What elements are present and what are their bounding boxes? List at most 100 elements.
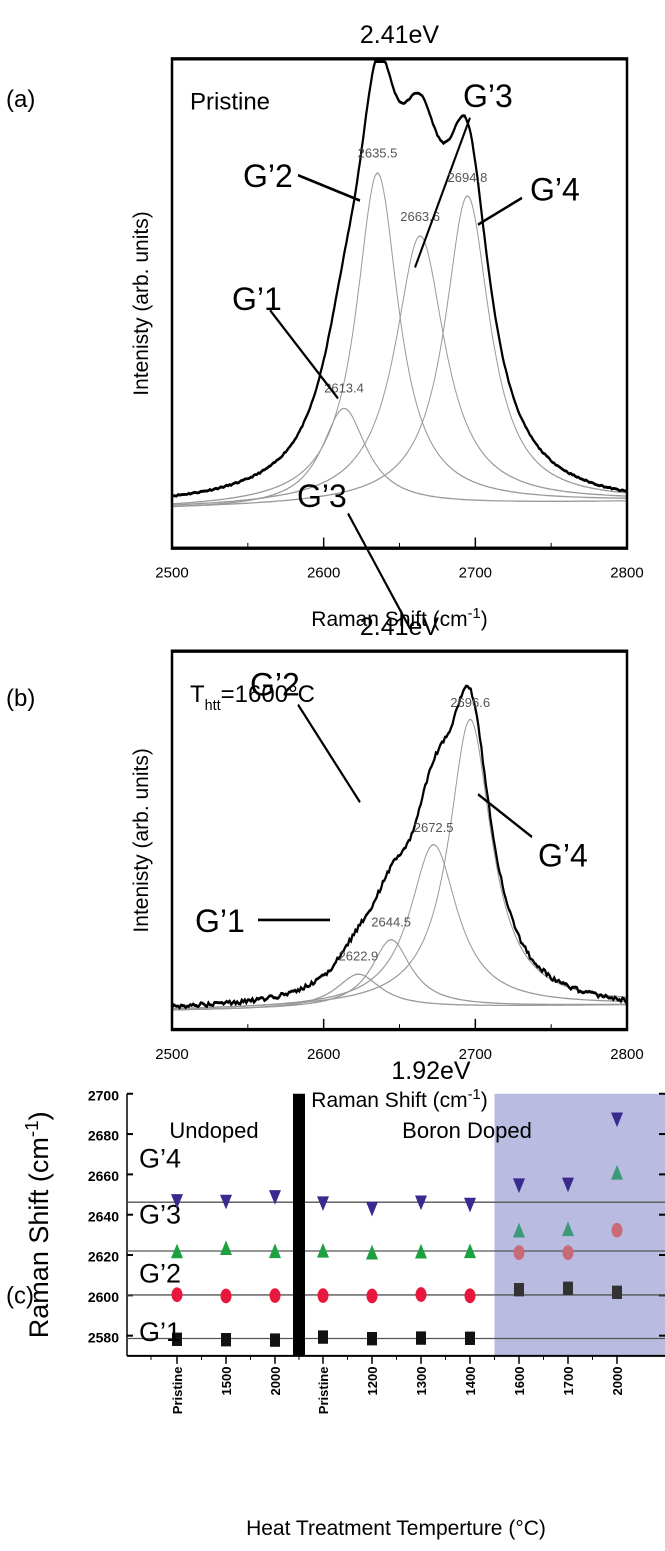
y-tick-label: 2660 — [88, 1168, 119, 1184]
peak-name-label: G’2 — [243, 158, 293, 194]
leader-line — [297, 173, 361, 202]
marker-g3 — [171, 1243, 183, 1259]
x-tick-label: 2700 — [459, 1046, 492, 1063]
boron-doped-high-temp-region — [494, 1093, 665, 1356]
marker-g3 — [269, 1243, 281, 1259]
leader-line — [477, 196, 523, 226]
marker-g1 — [172, 1332, 182, 1346]
panel-label: (a) — [6, 86, 35, 113]
component-curve-4 — [171, 195, 628, 508]
y-axis-label: Raman Shift (cm-1) — [22, 1111, 54, 1338]
chart-title: 1.92eV — [391, 1057, 471, 1085]
peak-value-label: 2622.9 — [339, 949, 379, 964]
y-tick-label: 2580 — [88, 1329, 119, 1345]
envelope-curve — [171, 684, 628, 1010]
marker-g1 — [612, 1285, 622, 1300]
x-tick-label: Pristine — [170, 1367, 185, 1415]
peak-value-label: 2644.5 — [371, 914, 411, 929]
marker-g1 — [563, 1281, 573, 1295]
x-tick-label: 1400 — [463, 1367, 478, 1396]
peak-name-label: G’4 — [530, 172, 580, 208]
marker-g4 — [464, 1197, 476, 1213]
x-tick-label: Pristine — [316, 1367, 331, 1415]
marker-g1 — [514, 1283, 524, 1297]
marker-g1 — [367, 1331, 377, 1346]
marker-g4 — [269, 1190, 281, 1205]
marker-g2 — [464, 1288, 476, 1304]
leader-line — [477, 793, 533, 839]
marker-g2 — [513, 1245, 525, 1260]
marker-g4 — [562, 1177, 574, 1193]
peak-value-label: 2672.5 — [414, 820, 454, 835]
peak-name-label: G’1 — [195, 903, 245, 939]
peak-name-label: G’2 — [250, 666, 300, 702]
marker-g1 — [318, 1330, 328, 1344]
y-tick-label: 2600 — [88, 1289, 119, 1305]
marker-g4 — [513, 1178, 525, 1194]
x-tick-label: 2000 — [268, 1367, 283, 1396]
y-axis-label: Intenisty (arb. units) — [130, 211, 153, 395]
marker-g4 — [171, 1194, 183, 1209]
component-curve-1 — [172, 407, 627, 508]
x-axis-label: Raman Shift (cm-1) — [311, 606, 487, 631]
marker-g3 — [366, 1244, 378, 1260]
component-curve-2 — [172, 939, 627, 1011]
component-curve-2 — [171, 172, 627, 505]
marker-g2 — [366, 1288, 378, 1304]
y-tick-label: 2680 — [88, 1128, 119, 1144]
undoped-doped-separator — [293, 1093, 305, 1356]
marker-g2 — [317, 1288, 329, 1303]
marker-g2 — [562, 1245, 574, 1260]
peak-value-label: 2663.6 — [400, 209, 440, 224]
marker-g2 — [171, 1287, 183, 1303]
x-tick-label: 2800 — [610, 565, 643, 582]
leader-line — [269, 309, 339, 400]
marker-g2 — [415, 1287, 427, 1302]
chart-title: 2.41eV — [360, 21, 440, 49]
spectrum-panel-a: (a) 2.41eV Raman Shift (cm-1) Intenisty (ar… — [6, 21, 644, 631]
peak-name-label: G’3 — [463, 78, 513, 114]
peak-name-label: G’3 — [297, 478, 347, 514]
scatter-panel-c: (c) 1.92eV 2580 2600 2620 2640 2660 2680 2700 Pri… — [6, 1057, 665, 1540]
x-tick-label: 2500 — [155, 565, 188, 582]
y-tick-label: 2620 — [88, 1249, 119, 1265]
peak-name-label: G’1 — [232, 281, 282, 317]
y-axis-label: Intenisty (arb. units) — [130, 748, 153, 932]
leader-line — [414, 117, 471, 269]
marker-g1 — [221, 1333, 231, 1347]
region-label-boron-doped: Boron Doped — [402, 1118, 532, 1143]
series-name-label: G’3 — [139, 1199, 181, 1229]
x-tick-label: 2800 — [610, 1046, 643, 1063]
component-curve-3 — [171, 235, 627, 506]
marker-g4 — [366, 1201, 378, 1217]
x-tick-label: 1500 — [219, 1367, 234, 1396]
x-tick-label: 1300 — [414, 1367, 429, 1396]
y-tick-label: 2640 — [88, 1208, 119, 1224]
leader-line — [297, 703, 361, 804]
x-tick-label: 2500 — [155, 1046, 188, 1063]
marker-g1 — [270, 1333, 280, 1347]
marker-g4 — [611, 1112, 623, 1128]
x-tick-label: 1200 — [365, 1367, 380, 1396]
marker-g2 — [220, 1288, 232, 1304]
marker-g3 — [562, 1221, 574, 1237]
marker-g3 — [317, 1242, 329, 1258]
marker-g3 — [611, 1164, 623, 1180]
chart-title: 2.41eV — [360, 613, 440, 641]
corner-annotation: Pristine — [190, 89, 270, 116]
y-tick-label: 2700 — [88, 1087, 119, 1103]
peak-value-label: 2635.5 — [358, 146, 398, 161]
x-axis-label: Heat Treatment Temperture (°C) — [246, 1517, 546, 1540]
region-label-undoped: Undoped — [169, 1118, 258, 1143]
x-tick-label: 2600 — [307, 1046, 340, 1063]
marker-g1 — [416, 1331, 426, 1345]
marker-g3 — [513, 1222, 525, 1238]
marker-g4 — [317, 1196, 329, 1212]
peak-value-label: 2694.8 — [448, 170, 488, 185]
marker-g2 — [611, 1222, 623, 1238]
x-axis-label: Raman Shift (cm-1) — [311, 1087, 487, 1112]
marker-g4 — [415, 1195, 427, 1211]
